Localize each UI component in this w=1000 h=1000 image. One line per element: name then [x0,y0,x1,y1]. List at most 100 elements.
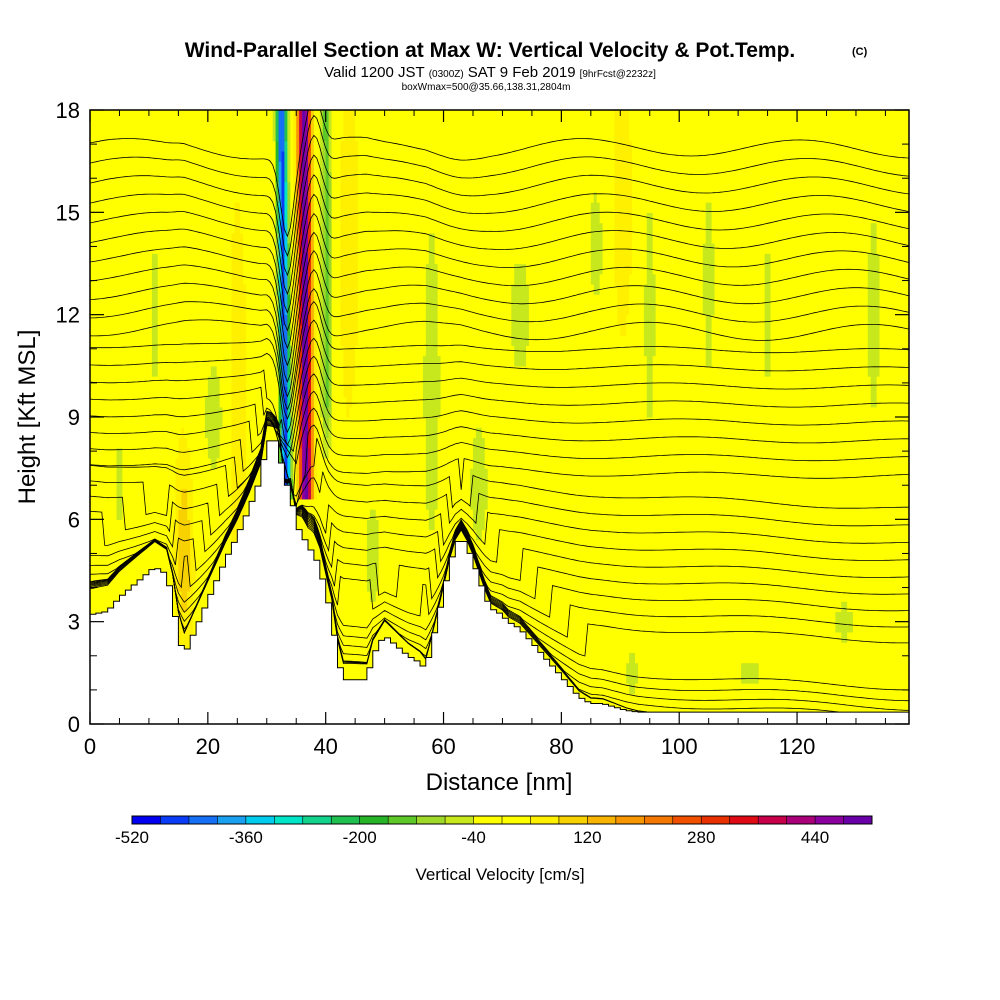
velocity-cell [128,314,132,326]
velocity-cell [210,181,215,193]
velocity-cell [128,519,132,531]
velocity-cell [137,355,141,367]
velocity-cell [140,130,144,142]
velocity-cell [125,519,129,531]
velocity-cell [148,243,153,254]
velocity-cell [143,314,147,326]
velocity-cell [225,212,230,224]
velocity-cell [184,120,188,132]
velocity-cell [128,181,132,193]
velocity-cell [145,376,150,387]
velocity-cell [140,365,144,377]
velocity-cell [101,212,106,224]
velocity-cell [219,417,224,428]
velocity-cell [178,324,182,336]
velocity-cell [116,345,121,357]
velocity-cell [145,427,150,439]
velocity-cell [196,529,200,541]
velocity-cell [178,253,182,265]
velocity-cell [119,253,124,265]
velocity-cell [175,550,179,561]
velocity-cell [207,560,212,572]
velocity-cell [204,601,209,613]
velocity-cell [104,140,109,152]
velocity-cell [116,560,121,572]
velocity-cell [104,191,109,203]
velocity-cell [213,324,218,336]
velocity-cell [181,232,185,244]
velocity-cell [140,253,144,265]
velocity-cell [95,457,100,469]
velocity-cell [201,468,206,479]
velocity-cell [125,580,129,592]
velocity-cell [143,222,147,234]
velocity-cell [204,580,209,592]
velocity-cell [98,355,103,367]
velocity-cell [172,406,177,418]
velocity-cell [140,294,144,306]
velocity-cell [184,324,188,336]
velocity-cell [140,181,144,193]
velocity-cell [184,243,188,254]
velocity-cell [199,437,203,449]
velocity-cell [116,396,121,408]
velocity-cell [95,161,100,172]
velocity-cell [151,202,156,213]
velocity-cell [95,376,100,387]
velocity-cell [199,191,203,203]
velocity-cell [95,294,100,306]
velocity-cell [222,560,227,572]
velocity-cell [116,263,121,275]
velocity-cell [131,253,135,265]
velocity-cell [190,273,194,285]
velocity-cell [199,488,203,500]
velocity-cell [116,243,121,254]
velocity-cell [148,457,153,469]
velocity-cell [110,560,115,572]
velocity-cell [125,212,129,224]
velocity-cell [207,478,212,490]
velocity-cell [190,396,194,408]
velocity-cell [148,376,153,387]
velocity-cell [210,417,215,428]
velocity-cell [125,202,129,213]
velocity-cell [201,140,206,152]
velocity-cell [219,191,224,203]
velocity-cell [104,335,109,346]
velocity-cell [181,140,185,152]
velocity-cell [101,437,106,449]
velocity-cell [128,417,132,428]
velocity-cell [193,580,197,592]
velocity-cell [122,529,126,541]
velocity-cell [151,171,156,183]
velocity-cell [122,140,126,152]
velocity-cell [154,273,159,285]
velocity-cell [225,161,230,172]
velocity-cell [184,498,188,510]
velocity-cell [213,509,218,520]
velocity-cell [160,386,165,398]
velocity-cell [166,253,171,265]
velocity-cell [222,417,227,428]
velocity-cell [122,386,126,398]
velocity-cell [98,120,103,132]
velocity-cell [216,427,221,439]
velocity-cell [151,488,156,500]
velocity-cell [204,161,209,172]
velocity-cell [219,437,224,449]
velocity-cell [113,222,118,234]
velocity-cell [110,519,115,531]
velocity-cell [184,273,188,285]
velocity-cell [125,314,129,326]
velocity-cell [157,396,162,408]
velocity-cell [128,406,132,418]
velocity-cell [196,478,200,490]
velocity-cell [122,580,126,592]
velocity-cell [178,314,182,326]
velocity-cell [125,130,129,142]
velocity-cell [113,386,118,398]
velocity-cell [190,621,194,633]
velocity-cell [92,304,97,316]
velocity-cell [219,365,224,377]
velocity-cell [113,263,118,275]
